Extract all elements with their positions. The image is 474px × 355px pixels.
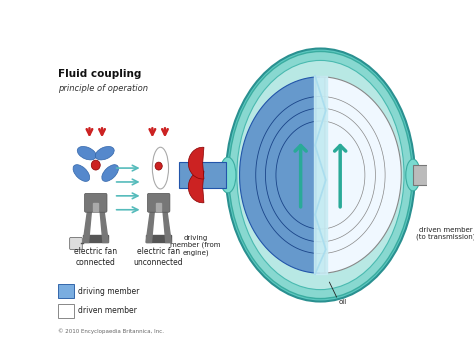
Polygon shape [146, 203, 155, 242]
Text: © 2010 Encyclopaedia Britannica, Inc.: © 2010 Encyclopaedia Britannica, Inc. [58, 329, 164, 334]
Polygon shape [162, 203, 171, 242]
Circle shape [91, 160, 100, 170]
Bar [146, 235, 171, 242]
Text: Fluid coupling: Fluid coupling [58, 69, 141, 79]
Text: driving member: driving member [78, 286, 139, 296]
Ellipse shape [237, 60, 404, 290]
Text: principle of operation: principle of operation [58, 84, 148, 93]
FancyBboxPatch shape [84, 193, 107, 212]
Ellipse shape [220, 157, 236, 193]
Text: electric fan
unconnected: electric fan unconnected [134, 247, 183, 267]
Polygon shape [100, 203, 109, 242]
Polygon shape [83, 203, 92, 242]
Text: electric fan
connected: electric fan connected [74, 247, 117, 267]
Wedge shape [188, 147, 204, 179]
Text: oil: oil [338, 299, 346, 305]
Polygon shape [239, 77, 320, 273]
Ellipse shape [226, 49, 415, 301]
Ellipse shape [102, 165, 118, 181]
Wedge shape [188, 171, 204, 203]
Text: driving
member (from
engine): driving member (from engine) [170, 235, 221, 256]
Ellipse shape [229, 51, 412, 299]
Bar [93, 203, 99, 211]
Bar [58, 284, 74, 298]
Bar [413, 165, 449, 185]
Ellipse shape [152, 147, 169, 189]
Circle shape [155, 162, 162, 170]
Ellipse shape [73, 165, 90, 181]
FancyBboxPatch shape [147, 193, 170, 212]
Text: driven member: driven member [78, 306, 137, 316]
Ellipse shape [95, 147, 114, 160]
Ellipse shape [406, 159, 420, 191]
Polygon shape [320, 77, 401, 273]
FancyBboxPatch shape [70, 237, 82, 250]
Ellipse shape [77, 147, 96, 160]
Bar [83, 235, 109, 242]
Text: driven member
(to transmission): driven member (to transmission) [416, 226, 474, 240]
Wedge shape [440, 155, 460, 195]
Bar [58, 304, 74, 318]
Bar [156, 203, 161, 211]
Bar [179, 162, 226, 188]
